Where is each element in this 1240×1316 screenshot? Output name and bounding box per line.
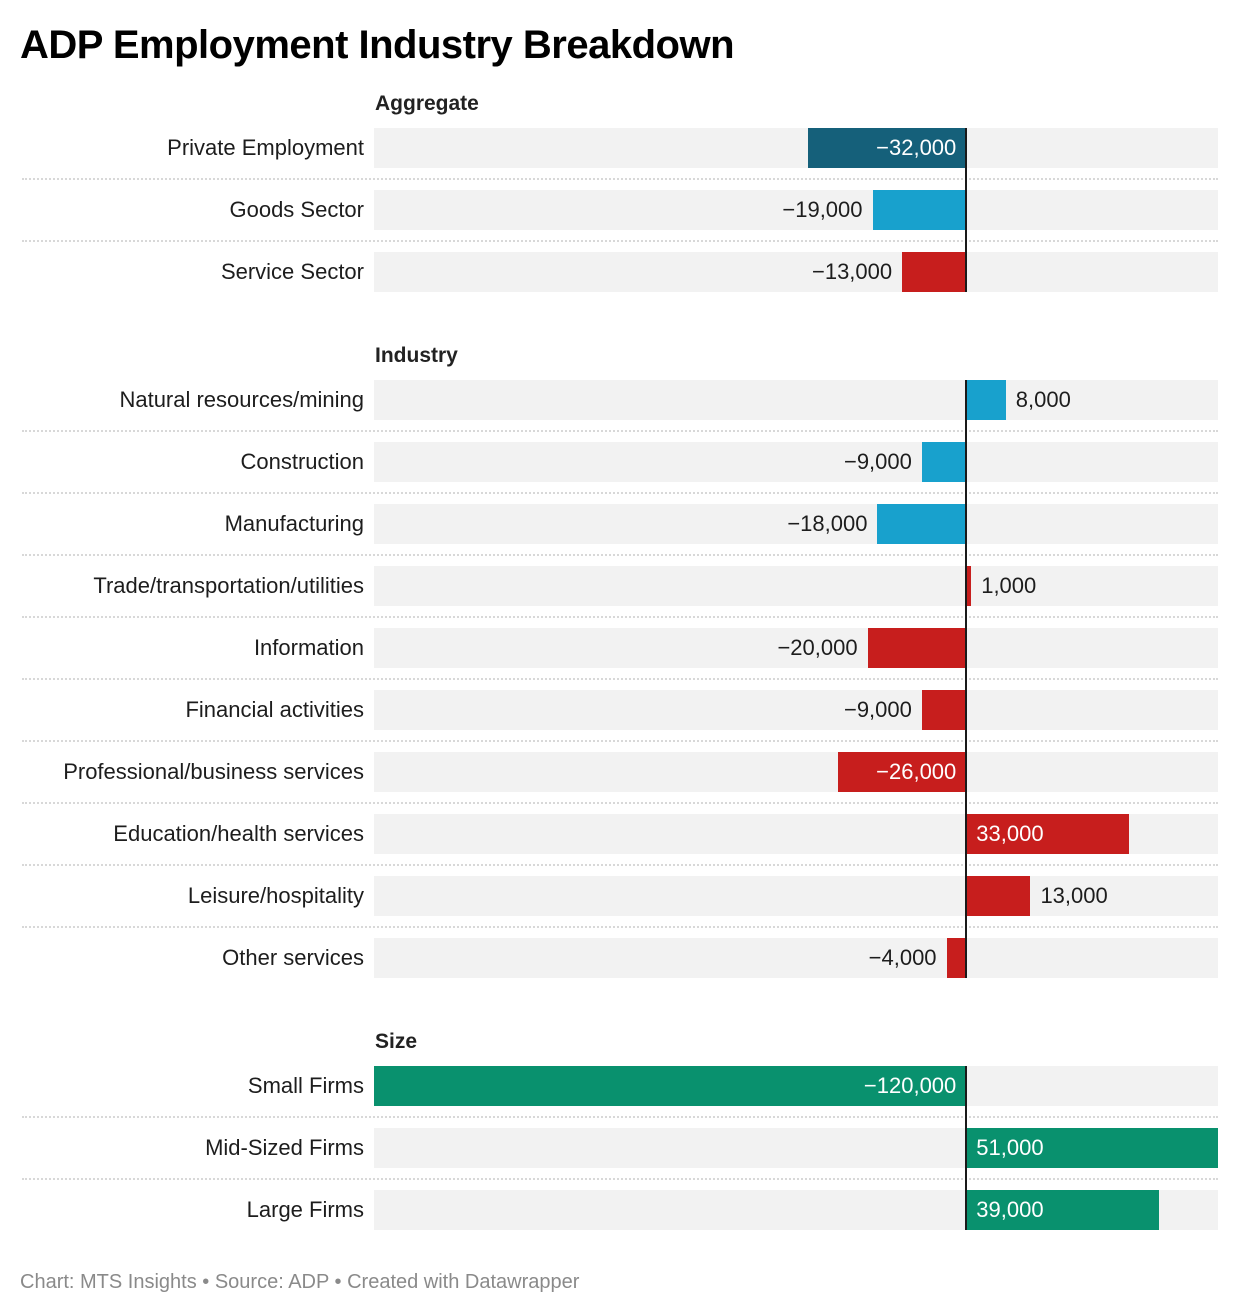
bar-row: Natural resources/mining 8,000	[0, 380, 1240, 420]
bar	[808, 128, 967, 168]
bar-track	[374, 252, 1218, 292]
category-label: Construction	[240, 449, 364, 474]
row-divider	[22, 554, 1218, 556]
bar-track	[374, 442, 1218, 482]
category-label: Mid-Sized Firms	[205, 1135, 364, 1160]
bar	[374, 1066, 967, 1106]
row-divider	[22, 616, 1218, 618]
bar-track	[374, 566, 1218, 606]
category-label: Trade/transportation/utilities	[93, 573, 364, 598]
category-label: Other services	[222, 945, 364, 970]
category-label: Education/health services	[113, 821, 364, 846]
bar-row: Small Firms −120,000	[0, 1066, 1240, 1106]
category-label: Natural resources/mining	[119, 387, 364, 412]
bar-row: Leisure/hospitality 13,000	[0, 876, 1240, 916]
group-title-size: Size	[375, 1030, 418, 1053]
bar	[921, 690, 967, 730]
row-divider	[22, 492, 1218, 494]
chart-footer: Chart: MTS Insights • Source: ADP • Crea…	[20, 1271, 580, 1293]
value-label: −18,000	[787, 511, 868, 536]
value-label: 1,000	[981, 573, 1037, 598]
row-divider	[22, 240, 1218, 242]
value-label: −26,000	[876, 759, 957, 784]
bar-row: Construction −9,000	[0, 442, 1240, 482]
category-label: Manufacturing	[224, 511, 364, 536]
bar-row: Goods Sector −19,000	[0, 190, 1240, 230]
value-label: −32,000	[876, 135, 957, 160]
group-title-aggregate: Aggregate	[375, 92, 479, 115]
category-label: Professional/business services	[63, 759, 364, 784]
value-label: 39,000	[976, 1197, 1044, 1222]
bar	[902, 252, 967, 292]
category-label: Goods Sector	[229, 197, 364, 222]
bar-row: Other services −4,000	[0, 938, 1240, 978]
category-label: Small Firms	[247, 1073, 364, 1098]
bar	[872, 190, 967, 230]
bar	[966, 566, 972, 606]
category-label: Information	[253, 635, 364, 660]
bar	[966, 1128, 1218, 1168]
bar-row: Private Employment −32,000	[0, 128, 1240, 168]
bar	[966, 380, 1006, 420]
bar-row: Education/health services 33,000	[0, 814, 1240, 854]
zero-baseline	[965, 380, 968, 978]
value-label: −9,000	[843, 449, 912, 474]
bar	[867, 628, 967, 668]
row-divider	[22, 864, 1218, 866]
category-label: Service Sector	[220, 259, 364, 284]
bar	[877, 504, 967, 544]
bar-row: Mid-Sized Firms 51,000	[0, 1128, 1240, 1168]
bar-row: Trade/transportation/utilities 1,000	[0, 566, 1240, 606]
bar	[966, 814, 1130, 854]
bar-row: Large Firms 39,000	[0, 1190, 1240, 1230]
value-label: −120,000	[863, 1073, 957, 1098]
zero-baseline	[965, 1066, 968, 1230]
value-label: 13,000	[1040, 883, 1108, 908]
bar	[837, 752, 967, 792]
bar	[921, 442, 967, 482]
row-divider	[22, 740, 1218, 742]
bar-track	[374, 380, 1218, 420]
bar-track	[374, 128, 1218, 168]
bar-row: Service Sector −13,000	[0, 252, 1240, 292]
row-divider	[22, 1178, 1218, 1180]
bar-row: Financial activities −9,000	[0, 690, 1240, 730]
bar	[946, 938, 967, 978]
group-title-industry: Industry	[375, 344, 458, 367]
bar-row: Professional/business services −26,000	[0, 752, 1240, 792]
bar	[966, 876, 1031, 916]
row-divider	[22, 678, 1218, 680]
value-label: −4,000	[868, 945, 937, 970]
bar-row: Information −20,000	[0, 628, 1240, 668]
value-label: 8,000	[1015, 387, 1071, 412]
value-label: −20,000	[777, 635, 858, 660]
category-label: Private Employment	[167, 135, 364, 160]
bar-row: Manufacturing −18,000	[0, 504, 1240, 544]
value-label: 51,000	[976, 1135, 1044, 1160]
value-label: 33,000	[976, 821, 1044, 846]
value-label: −13,000	[811, 259, 893, 284]
row-divider	[22, 802, 1218, 804]
category-label: Large Firms	[246, 1197, 364, 1222]
chart-title: ADP Employment Industry Breakdown	[20, 23, 735, 67]
zero-baseline	[965, 128, 968, 292]
bar-track	[374, 190, 1218, 230]
category-label: Leisure/hospitality	[187, 883, 364, 908]
value-label: −9,000	[843, 697, 912, 722]
bar-track	[374, 690, 1218, 730]
row-divider	[22, 1116, 1218, 1118]
row-divider	[22, 926, 1218, 928]
value-label: −19,000	[782, 197, 863, 222]
row-divider	[22, 178, 1218, 180]
bar-track	[374, 752, 1218, 792]
row-divider	[22, 430, 1218, 432]
category-label: Financial activities	[185, 697, 364, 722]
bar-track	[374, 938, 1218, 978]
bar-track	[374, 504, 1218, 544]
bar	[966, 1190, 1159, 1230]
bar-track	[374, 628, 1218, 668]
bar-track	[374, 876, 1218, 916]
